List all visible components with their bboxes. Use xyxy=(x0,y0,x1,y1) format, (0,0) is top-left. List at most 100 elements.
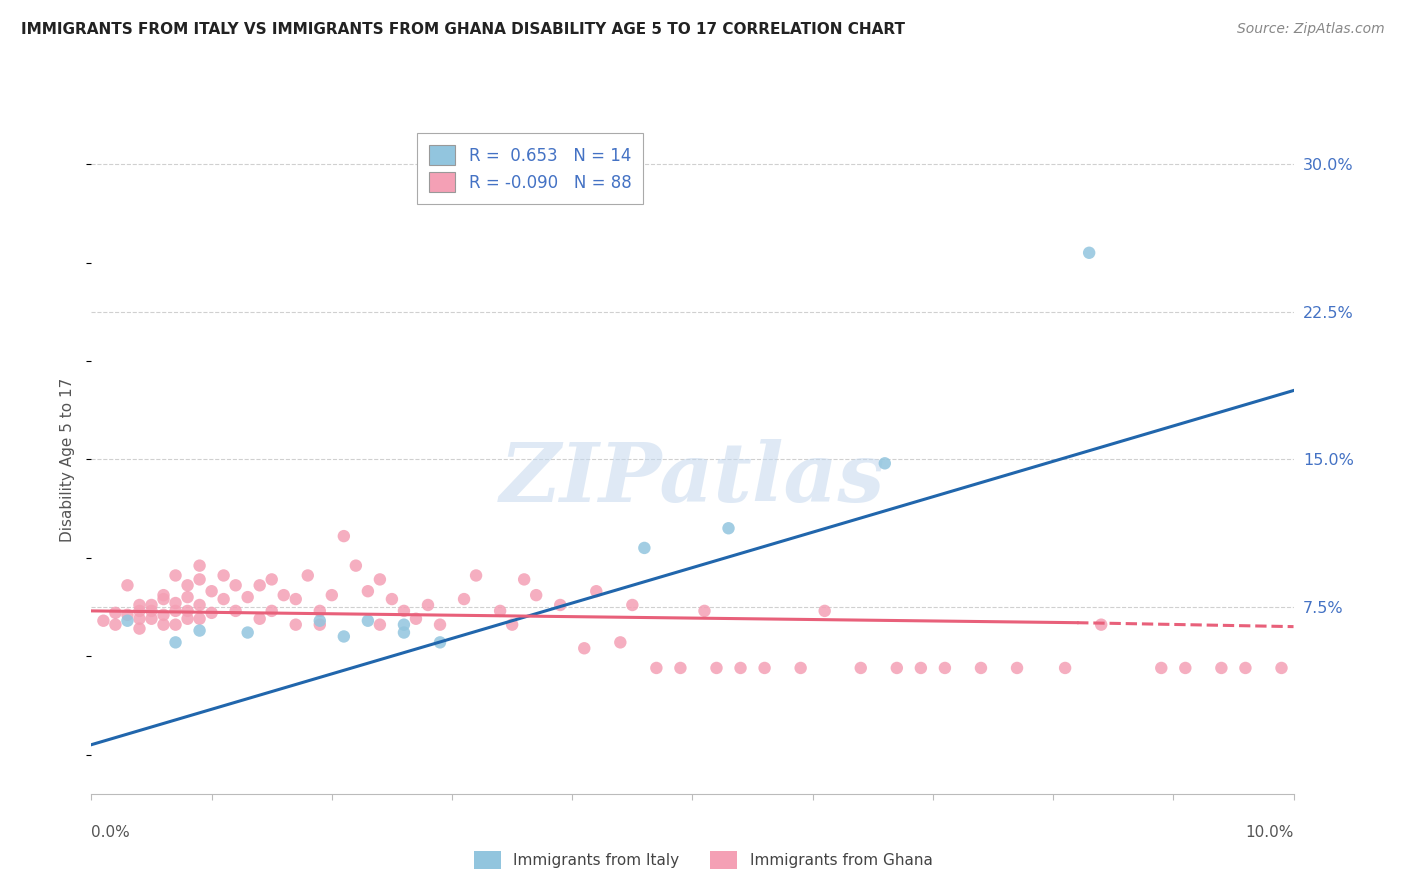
Point xyxy=(465,568,488,582)
Point xyxy=(513,573,536,587)
Point xyxy=(249,612,271,626)
Point xyxy=(308,614,330,628)
Point xyxy=(357,584,380,599)
Point xyxy=(873,456,896,470)
Point xyxy=(633,541,655,555)
Point xyxy=(93,614,115,628)
Point xyxy=(188,573,211,587)
Point xyxy=(212,568,235,582)
Point xyxy=(1211,661,1233,675)
Point xyxy=(225,604,247,618)
Point xyxy=(141,604,163,618)
Point xyxy=(284,592,307,607)
Point xyxy=(165,604,187,618)
Point xyxy=(188,558,211,573)
Point xyxy=(117,614,139,628)
Point xyxy=(524,588,547,602)
Point xyxy=(128,612,150,626)
Point xyxy=(308,604,330,618)
Point xyxy=(308,617,330,632)
Point xyxy=(249,578,271,592)
Point xyxy=(128,604,150,618)
Point xyxy=(489,604,512,618)
Point xyxy=(585,584,607,599)
Point xyxy=(970,661,993,675)
Point xyxy=(236,625,259,640)
Point xyxy=(104,617,127,632)
Point xyxy=(176,612,198,626)
Point xyxy=(225,578,247,592)
Point xyxy=(609,635,631,649)
Point xyxy=(104,606,127,620)
Point xyxy=(152,588,174,602)
Text: ZIPatlas: ZIPatlas xyxy=(499,440,886,519)
Point xyxy=(392,604,415,618)
Point xyxy=(297,568,319,582)
Point xyxy=(548,598,571,612)
Point xyxy=(188,624,211,638)
Point xyxy=(152,607,174,622)
Point xyxy=(1054,661,1077,675)
Point xyxy=(128,622,150,636)
Point xyxy=(141,598,163,612)
Point xyxy=(621,598,644,612)
Point xyxy=(849,661,872,675)
Point xyxy=(333,630,356,644)
Point xyxy=(176,578,198,592)
Point xyxy=(934,661,956,675)
Text: Source: ZipAtlas.com: Source: ZipAtlas.com xyxy=(1237,22,1385,37)
Point xyxy=(344,558,367,573)
Point xyxy=(321,588,343,602)
Point xyxy=(188,598,211,612)
Point xyxy=(212,592,235,607)
Legend: R =  0.653   N = 14, R = -0.090   N = 88: R = 0.653 N = 14, R = -0.090 N = 88 xyxy=(418,133,643,204)
Point xyxy=(1005,661,1028,675)
Point xyxy=(1270,661,1292,675)
Point xyxy=(392,617,415,632)
Point xyxy=(176,590,198,604)
Point xyxy=(730,661,752,675)
Point xyxy=(201,606,224,620)
Point xyxy=(429,617,451,632)
Point xyxy=(814,604,837,618)
Point xyxy=(392,625,415,640)
Point xyxy=(152,617,174,632)
Text: 0.0%: 0.0% xyxy=(91,825,131,840)
Point xyxy=(273,588,295,602)
Point xyxy=(645,661,668,675)
Point xyxy=(165,568,187,582)
Point xyxy=(416,598,439,612)
Point xyxy=(260,604,283,618)
Point xyxy=(152,592,174,607)
Point xyxy=(429,635,451,649)
Legend: Immigrants from Italy, Immigrants from Ghana: Immigrants from Italy, Immigrants from G… xyxy=(467,845,939,875)
Point xyxy=(176,604,198,618)
Point xyxy=(117,578,139,592)
Point xyxy=(165,596,187,610)
Point xyxy=(1234,661,1257,675)
Point xyxy=(1174,661,1197,675)
Point xyxy=(717,521,740,535)
Point xyxy=(754,661,776,675)
Point xyxy=(886,661,908,675)
Point xyxy=(789,661,811,675)
Point xyxy=(357,614,380,628)
Point xyxy=(669,661,692,675)
Point xyxy=(501,617,523,632)
Point xyxy=(188,612,211,626)
Point xyxy=(333,529,356,543)
Text: 10.0%: 10.0% xyxy=(1246,825,1294,840)
Point xyxy=(165,617,187,632)
Point xyxy=(453,592,475,607)
Point xyxy=(260,573,283,587)
Point xyxy=(284,617,307,632)
Point xyxy=(1090,617,1112,632)
Point xyxy=(693,604,716,618)
Point xyxy=(368,573,391,587)
Point xyxy=(1078,245,1101,260)
Point xyxy=(381,592,404,607)
Point xyxy=(706,661,728,675)
Point xyxy=(165,635,187,649)
Point xyxy=(128,598,150,612)
Point xyxy=(405,612,427,626)
